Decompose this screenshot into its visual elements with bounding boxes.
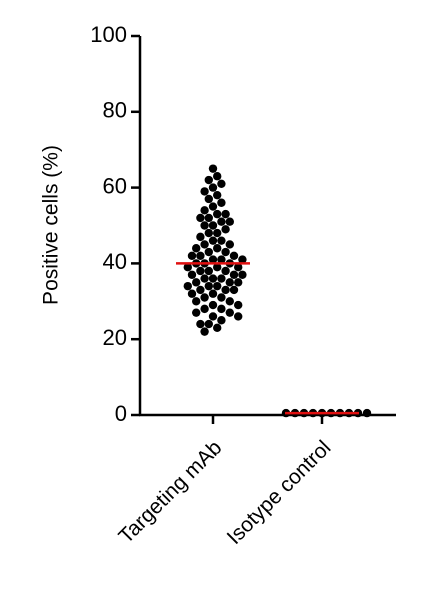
data-point <box>204 228 213 238</box>
data-point <box>225 308 234 317</box>
data-point <box>200 240 209 249</box>
data-point <box>208 300 218 310</box>
data-point <box>225 278 234 287</box>
data-point <box>208 289 218 298</box>
data-point <box>204 213 213 223</box>
data-point <box>229 251 239 261</box>
data-point <box>221 285 230 295</box>
data-point <box>213 228 222 238</box>
data-point <box>217 293 226 302</box>
data-point <box>200 206 209 215</box>
data-point <box>221 209 230 219</box>
y-tick-label: 0 <box>115 401 127 426</box>
data-point <box>204 247 213 257</box>
data-point <box>196 232 205 242</box>
data-point <box>187 270 197 279</box>
data-point <box>204 194 213 204</box>
data-point <box>362 408 372 418</box>
data-point <box>238 255 247 264</box>
data-point <box>183 262 192 272</box>
data-point <box>225 217 234 226</box>
data-point <box>200 293 209 302</box>
data-point <box>192 278 201 287</box>
data-point <box>192 297 201 306</box>
data-point <box>217 304 226 314</box>
data-point <box>234 278 243 287</box>
data-point <box>200 187 209 196</box>
data-point <box>204 266 213 276</box>
data-point <box>213 244 222 253</box>
data-point <box>208 274 218 283</box>
data-point <box>200 274 209 283</box>
data-point <box>208 312 218 321</box>
y-tick-label: 60 <box>103 173 127 198</box>
x-tick-label: Targeting mAb <box>114 436 226 548</box>
data-point <box>213 262 222 272</box>
data-point <box>217 179 226 189</box>
data-point <box>196 285 205 295</box>
data-point <box>217 274 226 283</box>
data-point <box>196 213 205 223</box>
data-point <box>200 304 209 314</box>
data-point <box>229 270 239 279</box>
data-point <box>213 190 222 200</box>
data-point <box>204 319 213 329</box>
data-point <box>234 300 243 310</box>
data-point <box>196 319 205 329</box>
data-point <box>221 266 230 276</box>
data-point <box>204 281 213 291</box>
data-point <box>208 183 218 192</box>
data-point <box>225 240 234 249</box>
data-point <box>213 281 222 291</box>
data-point <box>208 221 218 230</box>
data-point <box>196 251 205 261</box>
data-point <box>187 251 197 261</box>
data-point <box>200 327 209 336</box>
data-point <box>234 312 243 321</box>
data-point <box>217 217 226 226</box>
data-point <box>208 236 218 245</box>
data-point <box>213 209 222 219</box>
data-point <box>208 255 218 264</box>
data-point <box>221 225 230 234</box>
data-point <box>225 297 234 306</box>
data-point <box>192 308 201 317</box>
y-tick-label: 80 <box>103 98 127 123</box>
data-point <box>187 289 197 298</box>
data-point <box>217 255 226 264</box>
data-point <box>196 266 205 276</box>
data-point <box>208 202 218 211</box>
data-point <box>217 316 226 325</box>
data-point <box>213 323 222 333</box>
data-point <box>217 236 226 245</box>
data-point <box>208 164 218 173</box>
data-point <box>192 244 201 253</box>
data-point <box>200 221 209 230</box>
y-axis-title: Positive cells (%) <box>40 145 63 305</box>
data-point <box>213 172 222 181</box>
data-point <box>183 281 192 291</box>
data-point <box>221 247 230 257</box>
y-tick-label: 40 <box>103 249 127 274</box>
data-point <box>229 285 239 295</box>
data-point <box>238 270 247 279</box>
x-tick-label: Isotype control <box>223 436 336 549</box>
data-point <box>234 262 243 272</box>
y-tick-label: 100 <box>90 22 127 47</box>
data-point <box>204 175 213 185</box>
y-tick-label: 20 <box>103 325 127 350</box>
data-point <box>217 198 226 207</box>
